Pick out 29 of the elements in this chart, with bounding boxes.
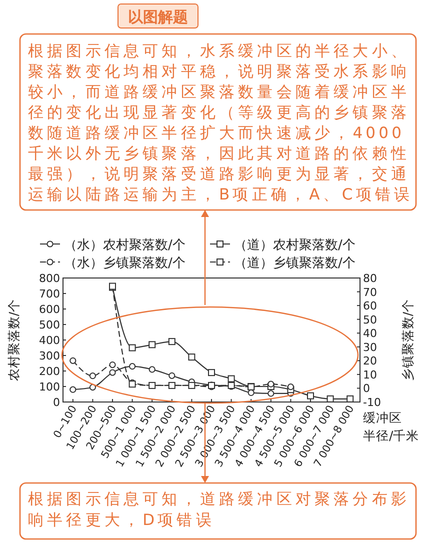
- text: 根据图示信息可知，道路缓冲区对聚落分布影响半径更大，D项错误: [28, 490, 410, 529]
- chart-title: 以图解题: [128, 8, 188, 26]
- y2-tick-label: 0: [363, 382, 370, 396]
- y2-tick-label: 70: [363, 286, 377, 299]
- legend-label: （水）农村聚落数/个: [64, 238, 186, 253]
- y2-tick-label: 60: [363, 300, 377, 313]
- y2-tick-label: 50: [363, 313, 377, 326]
- y-tick-label: 400: [39, 334, 60, 347]
- y-tick-label: 500: [39, 318, 60, 332]
- legend-label: （水）乡镇聚落数/个: [64, 256, 186, 271]
- y2-tick-label: 10: [363, 368, 377, 382]
- y-tick-label: 100: [39, 380, 60, 394]
- y-axis-title: 农村聚落数/个: [6, 298, 21, 382]
- y-tick-label: 600: [39, 303, 60, 316]
- y2-tick-label: 40: [363, 327, 377, 340]
- y2-tick-label: 80: [363, 272, 377, 285]
- x-axis-title: 缓冲区半径/千米: [363, 410, 420, 443]
- y-tick-label: 700: [39, 288, 60, 300]
- legend-label: （道）乡镇聚落数/个: [234, 256, 356, 271]
- y2-tick-label: -10: [363, 396, 381, 409]
- legend-label: （道）农村聚落数/个: [234, 238, 356, 253]
- y-tick-label: 300: [39, 350, 60, 362]
- y-tick-label: 0: [53, 396, 60, 409]
- y-tick-label: 200: [39, 365, 60, 378]
- y2-axis-title: 乡镇聚落数/个: [400, 298, 415, 382]
- y2-tick-label: 30: [363, 340, 377, 354]
- y-tick-label: 800: [39, 272, 60, 285]
- text: 根据图示信息可知，水系缓冲区的半径大小、聚落数变化均相对平稳，说明聚落受水系影响较小，而道路缓冲区聚落数量会随着缓冲区半径的变化出现显著变化（等级更高的乡镇聚落数随道路缓冲区半径扩大而快速减少，4000千米以外无乡镇聚落，因此其对道路的依赖性最强），说明聚落受道路影响更为显著，交通运输以陆路运输为主，B项正确，A、C项错误: [28, 42, 414, 204]
- y2-tick-label: 20: [363, 354, 377, 368]
